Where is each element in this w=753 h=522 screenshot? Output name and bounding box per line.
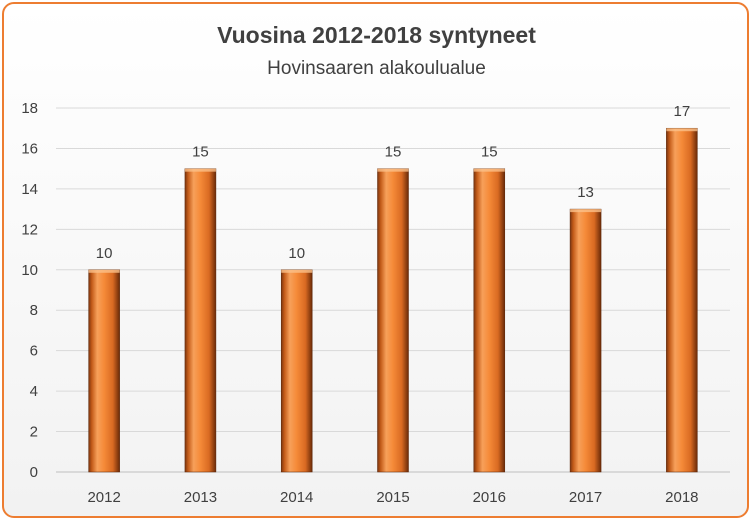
bar-2018 <box>666 127 698 473</box>
bar-highlight <box>281 269 313 273</box>
data-label: 10 <box>96 245 113 262</box>
data-labels: 10 15 10 15 15 13 17 <box>96 103 690 262</box>
data-label: 17 <box>674 103 691 120</box>
bar-2017 <box>569 208 602 473</box>
y-tick-label: 14 <box>21 181 38 198</box>
y-tick-label: 4 <box>30 383 38 400</box>
y-axis-ticks: 0 2 4 6 8 10 12 14 16 18 <box>21 100 38 481</box>
x-tick-label: 2017 <box>569 489 602 506</box>
y-tick-label: 10 <box>21 262 38 279</box>
x-tick-label: 2014 <box>280 489 313 506</box>
bar-2013 <box>184 168 217 473</box>
x-tick-label: 2016 <box>473 489 506 506</box>
bar-2012 <box>88 269 120 473</box>
bar-2016 <box>473 168 506 473</box>
bar-highlight <box>570 209 602 213</box>
data-label: 13 <box>577 184 594 201</box>
data-label: 15 <box>481 144 498 161</box>
x-tick-label: 2015 <box>376 489 409 506</box>
y-tick-label: 8 <box>30 302 38 319</box>
x-tick-label: 2012 <box>87 489 120 506</box>
data-label: 15 <box>192 144 209 161</box>
data-label: 15 <box>385 144 402 161</box>
y-tick-label: 0 <box>30 464 38 481</box>
bar-highlight <box>666 128 698 132</box>
x-tick-label: 2018 <box>665 489 698 506</box>
chart-title: Vuosina 2012-2018 syntyneet <box>217 22 536 48</box>
bar-highlight <box>377 168 409 172</box>
bar-highlight <box>473 168 505 172</box>
y-tick-label: 2 <box>30 424 38 441</box>
chart-subtitle: Hovinsaaren alakoulualue <box>267 58 486 79</box>
bars <box>88 127 698 473</box>
bar-2015 <box>377 168 409 473</box>
bar-highlight <box>88 269 120 273</box>
y-tick-label: 16 <box>21 140 38 157</box>
y-tick-label: 12 <box>21 221 38 238</box>
x-tick-label: 2013 <box>184 489 217 506</box>
y-tick-label: 6 <box>30 343 38 360</box>
bar-highlight <box>184 168 216 172</box>
data-label: 10 <box>288 245 305 262</box>
y-tick-label: 18 <box>21 100 38 117</box>
bar-2014 <box>280 269 313 473</box>
x-axis-ticks: 2012 2013 2014 2015 2016 2017 2018 <box>87 489 698 506</box>
